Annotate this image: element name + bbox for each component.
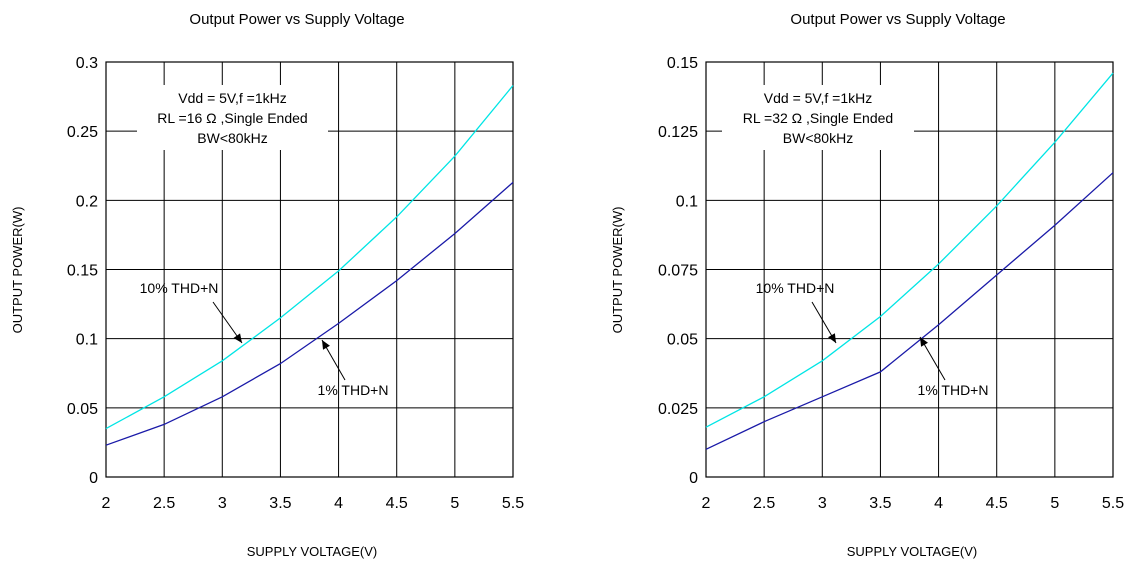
y-tick-label: 0.3 (76, 55, 98, 72)
series-line-10pct-thd (705, 72, 1114, 428)
annotation-arrowhead (920, 337, 928, 347)
x-tick-label: 2.5 (753, 495, 775, 512)
y-tick-label: 0.025 (658, 401, 698, 418)
y-tick-label: 0.1 (676, 193, 698, 210)
plot-area-border (705, 61, 1114, 478)
y-tick-label: 0.075 (658, 263, 698, 280)
x-tick-label: 2 (702, 495, 711, 512)
chart-right-xlabel: SUPPLY VOLTAGE(V) (847, 544, 978, 559)
y-tick-label: 0.15 (67, 263, 98, 280)
y-tick-label: 0.1 (76, 332, 98, 349)
annotation-label: 1% THD+N (318, 382, 389, 398)
series-line-1pct-thd (105, 181, 514, 446)
chart-right-ylabel: OUTPUT POWER(W) (610, 207, 625, 334)
x-tick-label: 5 (450, 495, 459, 512)
annotation-arrowhead (828, 333, 836, 343)
x-tick-label: 3 (818, 495, 827, 512)
x-tick-label: 2.5 (153, 495, 175, 512)
y-tick-label: 0.05 (67, 401, 98, 418)
y-tick-label: 0.25 (67, 124, 98, 141)
y-tick-label: 0 (689, 470, 698, 487)
x-tick-label: 4 (334, 495, 343, 512)
chart-right-title: Output Power vs Supply Voltage (790, 11, 1005, 28)
chart-left-ylabel: OUTPUT POWER(W) (10, 207, 25, 334)
chart-left-xlabel: SUPPLY VOLTAGE(V) (247, 544, 378, 559)
conditions-text: BW<80kHz (197, 130, 267, 146)
conditions-box (722, 85, 914, 150)
chart-left-plot: 2 2.5 3 3.5 4 4.5 5 5.5 0 0.05 0.1 0.15 0.2 0.25 0.3 Vd… (67, 55, 524, 512)
chart-right-plot: 2 2.5 3 3.5 4 4.5 5 5.5 0 0.025 0.05 0.075 0.1 0.125 0… (658, 55, 1124, 512)
chart-left-title: Output Power vs Supply Voltage (189, 11, 404, 28)
y-tick-label: 0.15 (667, 55, 698, 72)
y-tick-label: 0 (89, 470, 98, 487)
x-tick-label: 4.5 (986, 495, 1008, 512)
series-line-10pct-thd (105, 85, 514, 430)
chart-right: Output Power vs Supply Voltage OUTPUT PO… (610, 11, 1124, 559)
conditions-text: RL =32 Ω ,Single Ended (743, 110, 893, 126)
y-tick-label: 0.05 (667, 332, 698, 349)
annotation-label: 10% THD+N (140, 280, 219, 296)
conditions-text: Vdd = 5V,f =1kHz (764, 90, 872, 106)
x-tick-label: 3.5 (869, 495, 891, 512)
annotation-arrowhead (322, 340, 330, 350)
plot-area-border (105, 61, 514, 478)
annotation-arrowhead (233, 333, 242, 343)
chart-left: Output Power vs Supply Voltage OUTPUT PO… (10, 11, 524, 559)
series-line-1pct-thd (705, 172, 1114, 450)
conditions-text: RL =16 Ω ,Single Ended (157, 110, 307, 126)
x-tick-label: 5.5 (502, 495, 524, 512)
x-tick-label: 4 (934, 495, 943, 512)
annotation-label: 1% THD+N (918, 382, 989, 398)
conditions-box (137, 85, 328, 150)
x-tick-label: 5 (1050, 495, 1059, 512)
y-tick-label: 0.2 (76, 193, 98, 210)
y-tick-label: 0.125 (658, 124, 698, 141)
conditions-text: Vdd = 5V,f =1kHz (178, 90, 286, 106)
x-tick-label: 2 (102, 495, 111, 512)
annotation-label: 10% THD+N (756, 280, 835, 296)
x-tick-label: 5.5 (1102, 495, 1124, 512)
x-tick-label: 3.5 (269, 495, 291, 512)
x-tick-label: 4.5 (386, 495, 408, 512)
x-tick-label: 3 (218, 495, 227, 512)
conditions-text: BW<80kHz (783, 130, 853, 146)
